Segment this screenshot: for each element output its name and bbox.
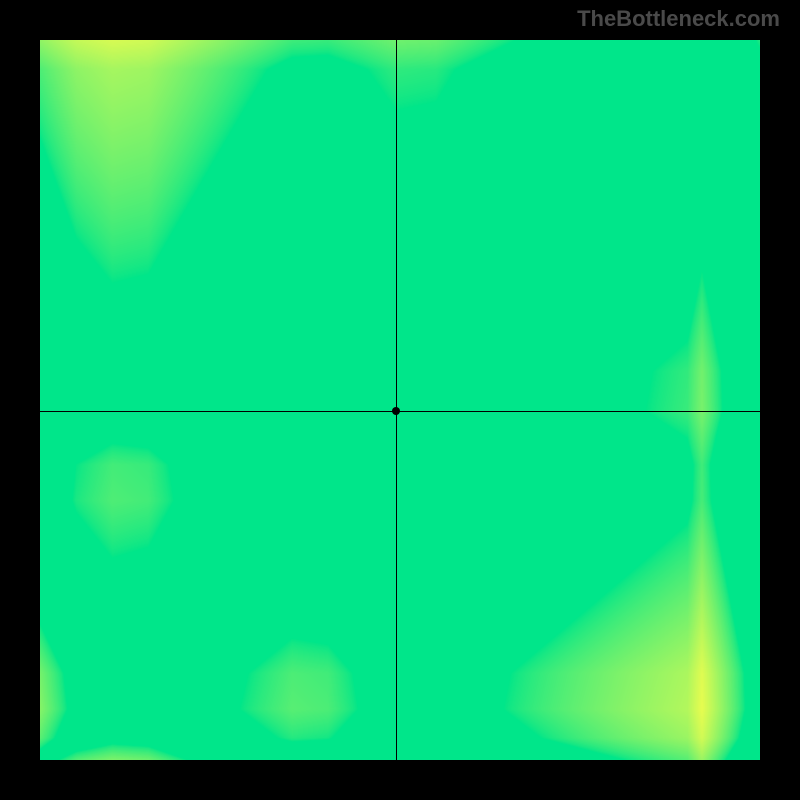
crosshair-marker <box>392 407 400 415</box>
crosshair-vertical <box>396 40 397 760</box>
watermark-text: TheBottleneck.com <box>577 6 780 32</box>
chart-container: TheBottleneck.com <box>0 0 800 800</box>
heatmap-canvas <box>40 40 760 760</box>
plot-area <box>40 40 760 760</box>
